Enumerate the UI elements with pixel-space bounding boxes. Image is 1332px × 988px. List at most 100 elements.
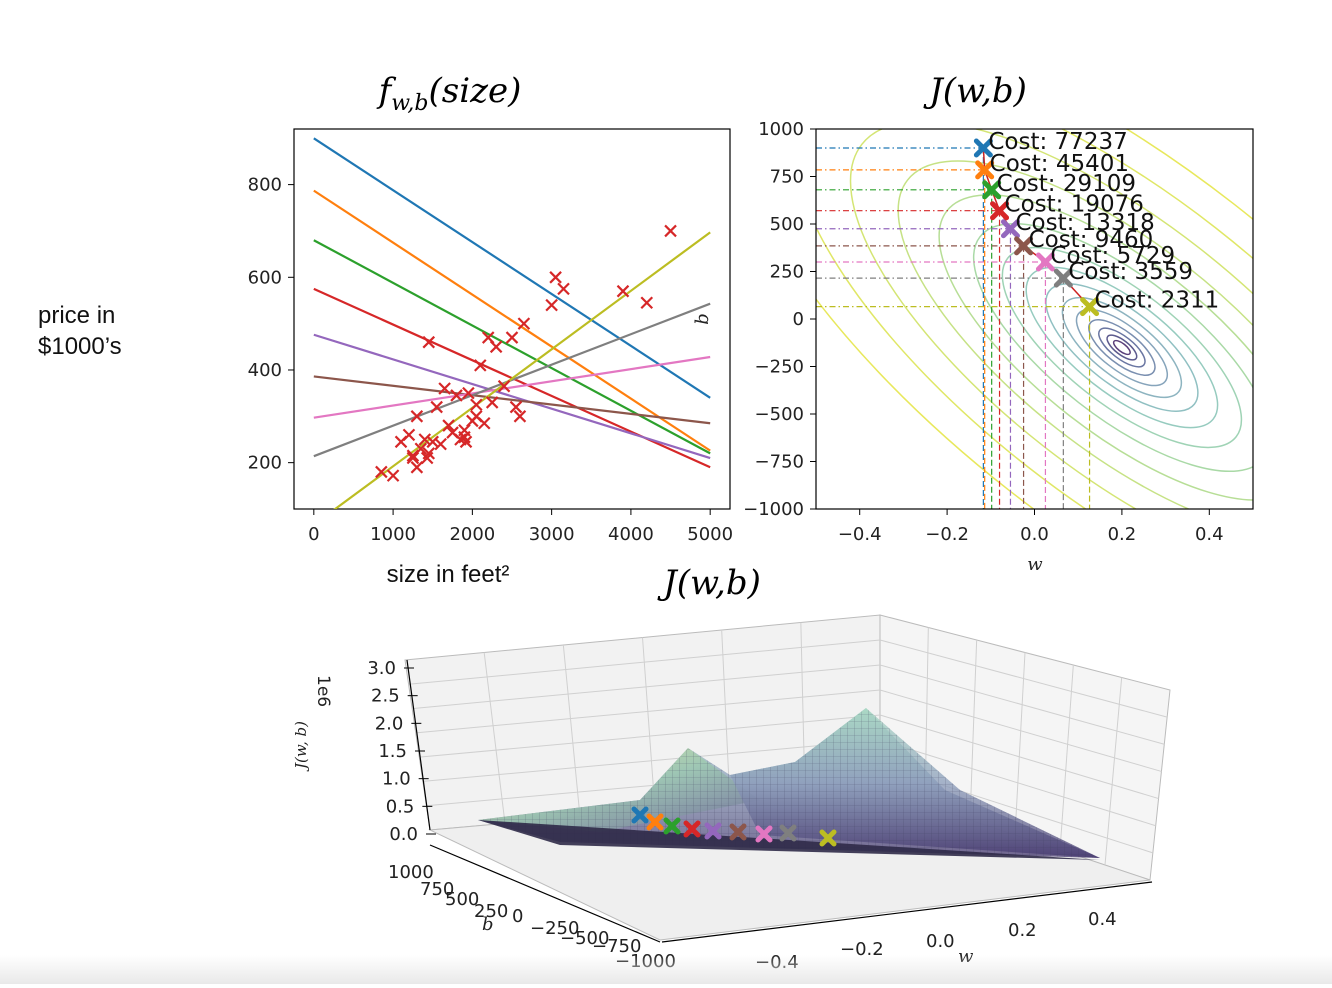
z-tick-label: 2.5	[371, 686, 400, 707]
grid-line	[1104, 677, 1123, 866]
b-tick-label: 1000	[388, 862, 434, 883]
w-tick-label: 0.2	[1008, 920, 1037, 941]
y-tick-label: 400	[248, 360, 282, 381]
bottom-shadow	[0, 955, 1332, 984]
surface-marker-1	[631, 806, 649, 824]
contour-ring-5	[1075, 308, 1169, 387]
cost-label-6: Cost: 9460	[1029, 227, 1154, 253]
y-tick-label: 750	[770, 167, 804, 188]
data-point	[470, 398, 483, 412]
left-chart: fw,b(size) 0 1000 2000 3000 4000 5000 200 400 60…	[248, 71, 733, 588]
y-tick-label: 0	[793, 309, 804, 330]
contour-ring-8	[1025, 266, 1219, 429]
fit-line-9	[333, 231, 711, 509]
descent-marker-9	[1080, 297, 1100, 317]
x-tick-label: 1000	[370, 524, 416, 545]
data-point	[458, 430, 471, 444]
data-point	[470, 410, 483, 423]
x-tick-label: 2000	[449, 524, 495, 545]
b-tick-label: −250	[530, 918, 579, 939]
y-axis-label-line1: price in	[38, 302, 116, 329]
contour-ring-14	[816, 129, 1253, 509]
fit-line-8	[313, 302, 711, 458]
contour-ring-6	[1061, 296, 1183, 399]
grid-line	[419, 714, 881, 758]
data-point	[386, 469, 400, 482]
surface-chart: J(w,b) 3.0 2.5 2.0 1.5 1.0 0.5 0.0 1e6 J(w, b)…	[292, 563, 1171, 973]
cost-label-5: Cost: 13318	[1015, 210, 1154, 236]
contour-ring-12	[897, 160, 1253, 509]
z-tick-label: 1.0	[382, 769, 411, 790]
fit-line-1	[313, 137, 711, 399]
cost-label-1: Cost: 77237	[988, 129, 1127, 155]
b-tick-label: −750	[592, 936, 641, 957]
b-axis-label: b	[482, 914, 494, 935]
b-tick-label: 0	[512, 906, 523, 927]
b-tick-label: −500	[560, 928, 609, 949]
contour-ring-2	[1106, 334, 1138, 361]
contour-ring-10	[972, 222, 1253, 473]
fit-line-2	[313, 189, 711, 452]
data-point	[442, 419, 455, 432]
x-tick-label: 0.0	[1020, 524, 1049, 545]
data-point	[517, 317, 531, 330]
y-tick-label: 500	[770, 214, 804, 235]
y-tick-label: 250	[770, 262, 804, 283]
y-tick-label: 200	[248, 453, 282, 474]
data-point	[505, 331, 519, 344]
grid-line	[879, 639, 1168, 718]
grid-line	[1059, 664, 1074, 851]
z-axis-scale: 1e6	[313, 675, 333, 707]
b-axis-line	[429, 844, 661, 943]
surface-marker-2	[646, 813, 664, 831]
b-tick-label: 250	[474, 901, 508, 922]
data-point	[616, 284, 630, 298]
surface-marker-8	[779, 824, 797, 842]
data-point	[474, 359, 487, 372]
x-tick-label: 5000	[687, 524, 733, 545]
data-point	[549, 271, 562, 284]
descent-marker-5	[1000, 219, 1020, 239]
w-tick-label: 0.0	[926, 931, 955, 952]
data-point	[485, 396, 499, 409]
left-chart-xlabel: size in feet²	[387, 561, 510, 588]
grid-line	[879, 664, 1165, 745]
data-point	[410, 461, 424, 474]
grid-line	[969, 639, 978, 821]
grid-line	[483, 652, 506, 824]
grid-line	[422, 739, 881, 782]
fit-line-5	[313, 333, 711, 460]
descent-marker-1	[973, 138, 993, 158]
y-tick-label: −750	[755, 452, 804, 473]
data-point	[426, 435, 440, 449]
b-tick-label: 750	[420, 879, 454, 900]
data-point	[422, 335, 436, 349]
z-tick-label: 1.5	[378, 741, 407, 762]
grid-line	[879, 714, 1159, 800]
cost-label-7: Cost: 5729	[1050, 243, 1175, 269]
y-tick-label: −500	[755, 404, 804, 425]
fit-line-7	[313, 355, 711, 419]
z-tick-label: 2.0	[375, 713, 404, 734]
surface-marker-9	[819, 829, 837, 847]
contour-ring-4	[1088, 319, 1156, 376]
grid-line	[412, 664, 881, 710]
grid-line	[879, 689, 1162, 772]
left-chart-frame	[293, 128, 731, 510]
contour-ring-15	[816, 129, 1253, 509]
descent-marker-3	[982, 180, 1002, 200]
data-point	[513, 410, 527, 423]
grid-line	[879, 739, 1156, 827]
x-tick-label: 0.4	[1195, 524, 1224, 545]
data-point	[430, 400, 443, 414]
w-tick-label: −0.2	[840, 939, 884, 960]
data-point	[402, 428, 416, 442]
z-tick-label: 3.0	[367, 658, 396, 679]
data-point	[545, 298, 558, 312]
w-axis-line	[661, 881, 1153, 943]
surface-marker-3	[663, 817, 681, 835]
contour-ring-3	[1098, 327, 1146, 368]
z-tick-label: 0.5	[386, 796, 415, 817]
